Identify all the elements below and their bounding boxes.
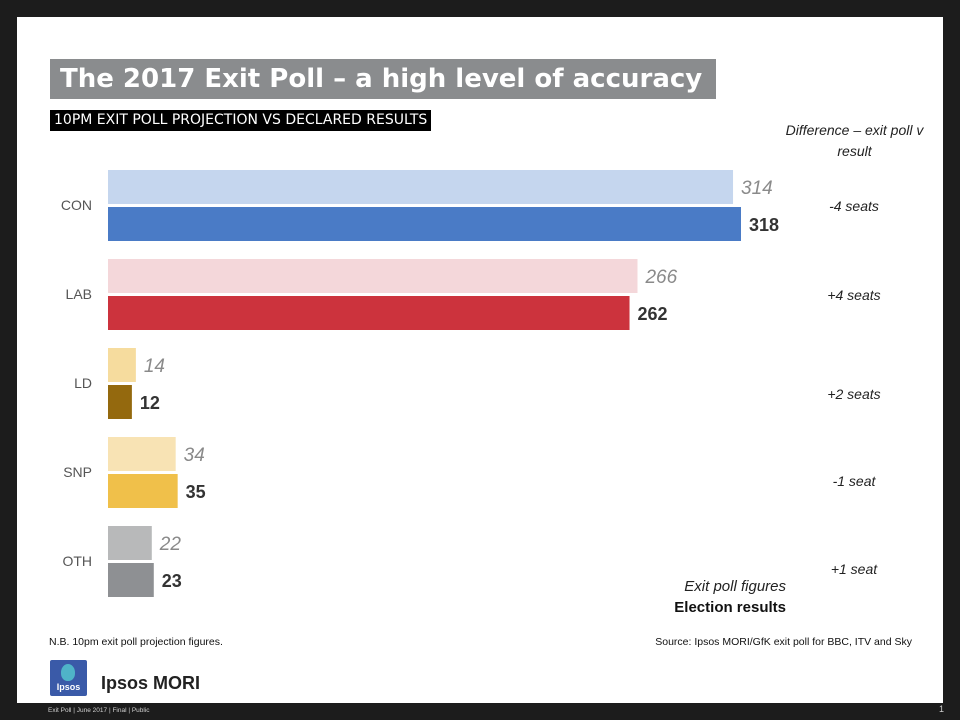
poll-bar-ld [108,348,136,382]
legend-exit-poll: Exit poll figures [684,578,786,595]
logo-drop-icon [61,664,75,681]
result-value-label-oth: 23 [162,571,182,591]
bar-chart: CON 314 318 -4 seats LAB 266 262 +4 seats LD 14 12… [61,170,881,597]
ipsos-logo-icon: Ipsos [50,660,87,696]
slide-title: The 2017 Exit Poll – a high level of acc… [50,59,717,99]
source-note: Source: Ipsos MORI/GfK exit poll for BBC… [655,636,912,648]
result-value-label-con: 318 [749,215,779,235]
page-number: 1 [939,704,945,714]
poll-bar-con [108,170,734,204]
difference-header: Difference – exit poll v result [785,122,924,159]
difference-label-lab: +4 seats [827,287,880,303]
category-label-oth: OTH [62,553,92,569]
poll-bar-snp [108,437,176,471]
footer-text: Exit Poll | June 2017 | Final | Public [48,707,150,714]
result-bar-con [108,207,741,241]
result-value-label-snp: 35 [186,482,206,502]
category-label-con: CON [61,197,92,213]
difference-label-oth: +1 seat [831,561,878,577]
result-bar-lab [108,296,630,330]
slide-subtitle: 10PM EXIT POLL PROJECTION VS DECLARED RE… [50,110,432,131]
poll-bar-oth [108,526,152,560]
difference-label-con: -4 seats [829,198,879,214]
poll-value-label-oth: 22 [159,534,182,555]
poll-bar-lab [108,259,638,293]
poll-value-label-lab: 266 [644,267,677,288]
result-value-label-lab: 262 [638,304,668,324]
poll-value-label-snp: 34 [184,445,205,466]
category-label-ld: LD [74,375,92,391]
category-label-snp: SNP [63,464,92,480]
difference-label-snp: -1 seat [833,473,877,489]
legend-election-results: Election results [674,599,786,616]
result-bar-oth [108,563,154,597]
result-value-label-ld: 12 [140,393,160,413]
slide: The 2017 Exit Poll – a high level of acc… [17,17,943,703]
logo-word: Ipsos [56,682,81,692]
poll-value-label-ld: 14 [144,356,165,377]
footnote: N.B. 10pm exit poll projection figures. [49,636,223,648]
result-bar-snp [108,474,178,508]
poll-value-label-con: 314 [741,178,773,199]
category-label-lab: LAB [66,286,92,302]
result-bar-ld [108,385,132,419]
logo-name: Ipsos MORI [101,673,201,693]
difference-label-ld: +2 seats [827,386,880,402]
